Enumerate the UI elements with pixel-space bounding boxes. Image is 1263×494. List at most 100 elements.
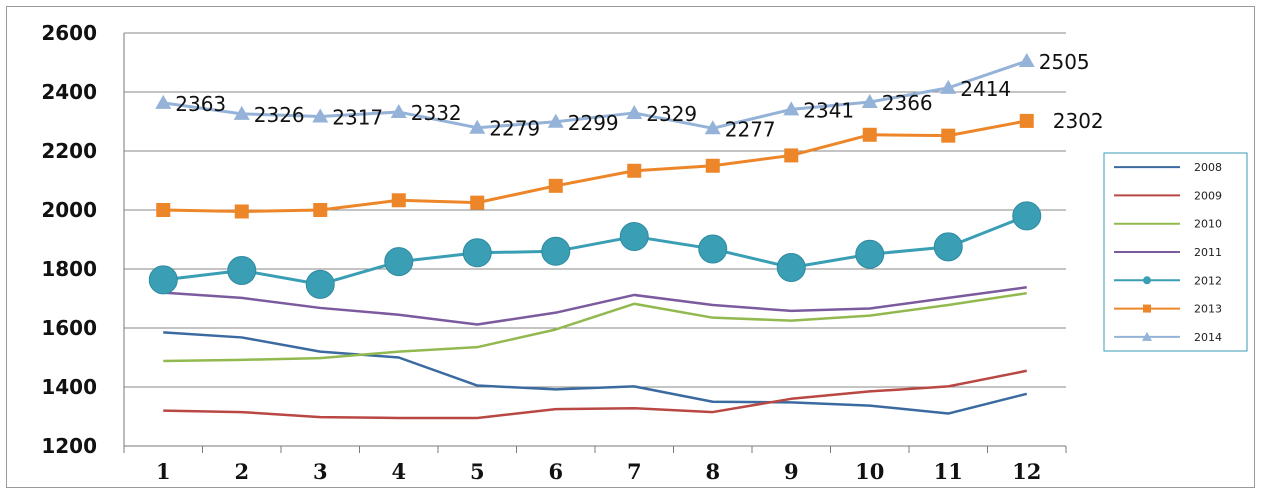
series-2010 <box>163 291 1027 363</box>
data-label: 2414 <box>960 77 1011 101</box>
chart-frame: 1200 1400 1600 1800 2000 2200 2400 2600 1 2 3 4 5 6 7 8… <box>6 6 1255 488</box>
data-point <box>704 120 721 135</box>
series-2008 <box>163 331 1028 415</box>
data-point <box>1019 113 1034 128</box>
legend-item-2012: 2012 <box>1114 274 1222 287</box>
data-point <box>1012 201 1042 231</box>
x-tick-label: 12 <box>1012 459 1041 484</box>
series-line-2009 <box>163 369 1027 420</box>
x-axis-labels: 1 2 3 4 5 6 7 8 9 10 11 12 <box>123 446 1067 484</box>
data-label: 2341 <box>803 98 854 122</box>
y-axis-labels: 1200 1400 1600 1800 2000 2200 2400 2600 <box>41 21 97 458</box>
data-point <box>784 148 799 163</box>
data-label: 2277 <box>725 117 776 141</box>
data-label: 2302 <box>1053 109 1104 133</box>
data-point <box>941 128 956 143</box>
x-tick-label: 2 <box>234 459 249 484</box>
data-point <box>390 104 407 119</box>
series-2009 <box>163 369 1027 420</box>
series-2012 <box>148 201 1042 299</box>
data-point <box>783 101 800 116</box>
y-tick-label: 1800 <box>41 257 97 281</box>
data-point <box>469 119 486 134</box>
y-tick-label: 1600 <box>41 316 97 340</box>
data-label: 2279 <box>489 117 540 141</box>
legend-marker <box>1143 276 1151 285</box>
y-tick-label: 2400 <box>41 80 97 104</box>
data-label: 2299 <box>568 111 619 135</box>
data-point <box>234 204 249 219</box>
y-tick-label: 2600 <box>41 21 97 45</box>
data-point <box>156 203 171 217</box>
legend-item-2008: 2008 <box>1114 161 1222 174</box>
series-line-2008 <box>163 331 1028 415</box>
series-line-2011 <box>163 286 1027 326</box>
data-point <box>384 247 414 277</box>
series-line-2012 <box>163 214 1028 286</box>
legend-item-2011: 2011 <box>1114 246 1222 259</box>
data-point <box>698 234 728 264</box>
legend-item-2009: 2009 <box>1114 189 1222 202</box>
data-point <box>462 238 492 268</box>
series-2014: 2363 2326 2317 2332 2279 2299 2329 2277 2341 2366… <box>155 50 1090 141</box>
x-tick-label: 7 <box>627 459 642 484</box>
data-point <box>862 127 877 142</box>
data-point <box>312 108 329 123</box>
series-2011 <box>163 286 1027 326</box>
data-label: 2505 <box>1039 50 1090 74</box>
data-point <box>391 193 406 208</box>
data-point <box>470 195 485 210</box>
data-point <box>227 255 257 285</box>
legend-label: 2014 <box>1194 331 1222 344</box>
x-tick-label: 9 <box>784 459 799 484</box>
data-point <box>776 253 806 283</box>
data-point <box>933 232 963 262</box>
series-line-2013 <box>163 119 1028 213</box>
data-point <box>155 94 172 109</box>
x-tick-label: 11 <box>934 459 963 484</box>
data-point <box>705 158 720 173</box>
data-point <box>305 269 335 299</box>
x-tick-label: 5 <box>470 459 485 484</box>
series-2013: 2302 <box>156 109 1104 219</box>
legend-marker <box>1143 304 1151 313</box>
x-tick-label: 3 <box>313 459 328 484</box>
legend-label: 2012 <box>1194 274 1222 287</box>
series-line-2010 <box>163 291 1027 363</box>
data-point <box>626 104 643 119</box>
data-label: 2332 <box>411 101 462 125</box>
data-point <box>619 222 649 252</box>
legend-marker <box>1142 331 1152 341</box>
data-point <box>233 105 250 120</box>
x-tick-label: 4 <box>391 459 406 484</box>
legend: 2008 2009 2010 2011 2012 2013 2014 <box>1103 152 1248 352</box>
data-point <box>547 113 564 128</box>
data-point <box>1018 53 1035 68</box>
data-label: 2366 <box>882 91 933 115</box>
legend-label: 2013 <box>1194 303 1222 316</box>
data-point <box>541 236 571 266</box>
legend-item-2014: 2014 <box>1114 331 1222 344</box>
data-point <box>627 163 642 178</box>
data-point <box>940 79 957 94</box>
data-label: 2317 <box>332 105 383 129</box>
x-tick-label: 1 <box>156 459 171 484</box>
y-tick-label: 1200 <box>41 434 97 458</box>
data-label: 2329 <box>646 102 697 126</box>
data-point <box>313 203 328 217</box>
legend-item-2013: 2013 <box>1114 303 1222 316</box>
x-tick-label: 8 <box>705 459 720 484</box>
y-tick-label: 1400 <box>41 375 97 399</box>
series-group: 2302 2363 2326 2317 2332 2279 2299 2329 2277 2341… <box>148 50 1104 420</box>
legend-label: 2009 <box>1194 189 1222 202</box>
data-point <box>548 178 563 193</box>
data-point <box>855 239 885 269</box>
y-tick-label: 2000 <box>41 198 97 222</box>
data-label: 2326 <box>254 103 305 127</box>
data-point <box>148 265 178 295</box>
legend-item-2010: 2010 <box>1114 218 1222 231</box>
data-label: 2363 <box>175 92 226 116</box>
x-tick-label: 6 <box>548 459 563 484</box>
series-line-2014 <box>163 59 1028 130</box>
